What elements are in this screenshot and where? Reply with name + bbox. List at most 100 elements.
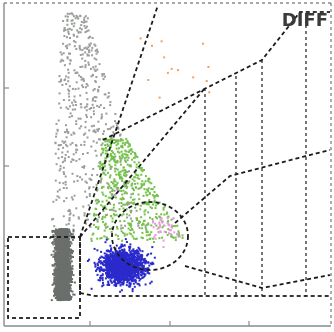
debris-point: [138, 227, 141, 229]
monocytes-point: [107, 183, 110, 186]
lymphocytes-point: [110, 271, 113, 274]
lymphocytes-point: [123, 279, 125, 282]
neutrophils-point: [69, 250, 72, 253]
monocytes-point: [102, 149, 105, 152]
debris-point: [75, 48, 78, 50]
neutrophils-point: [55, 295, 58, 298]
neutrophils-point: [62, 260, 65, 263]
monocytes-point: [167, 219, 170, 222]
monocytes-point: [128, 232, 131, 235]
debris-point: [86, 17, 89, 20]
debris-point: [67, 30, 70, 33]
lymphocytes-point: [138, 264, 141, 267]
monocytes-point: [127, 145, 130, 148]
lymphocytes-point: [136, 282, 139, 285]
monocytes-point: [131, 228, 134, 231]
debris-point: [90, 107, 93, 109]
debris-point: [71, 115, 73, 118]
lymphocytes-point: [104, 255, 107, 258]
lymphocytes-point: [137, 274, 140, 277]
lymphocytes-point: [137, 256, 140, 259]
debris-point: [62, 187, 65, 189]
debris-point: [52, 217, 55, 220]
monocytes-point: [128, 222, 131, 225]
debris-point: [55, 132, 58, 135]
neutrophils-point: [71, 233, 74, 236]
lymphocytes-point: [124, 272, 127, 275]
monocytes-point: [117, 150, 120, 153]
neutrophils-point: [64, 287, 67, 290]
debris-point: [84, 180, 87, 183]
debris-point: [71, 158, 74, 161]
lymphocytes-point: [118, 255, 121, 258]
neutrophils-point: [64, 242, 67, 245]
monocytes-point: [147, 178, 150, 181]
debris-point: [78, 44, 81, 47]
lymphocytes-point: [137, 267, 140, 270]
debris-point: [98, 85, 101, 88]
neutrophils-point: [58, 238, 61, 241]
debris-point: [79, 103, 82, 106]
monocytes-point: [119, 197, 122, 200]
debris-point: [53, 225, 56, 228]
monocytes-point: [113, 159, 116, 162]
neutrophils-point: [67, 231, 70, 234]
neutrophils-point: [60, 268, 63, 270]
debris-point: [110, 187, 113, 189]
debris-point: [112, 131, 115, 134]
lymphocytes-point: [129, 275, 132, 277]
debris-point: [73, 99, 76, 102]
neutrophils-point: [66, 277, 69, 280]
neutrophils-point: [64, 264, 67, 267]
lymphocytes-point: [129, 266, 132, 269]
lymphocytes-point: [126, 277, 129, 280]
neutrophils-point: [56, 285, 59, 288]
neutrophils-point: [63, 249, 66, 252]
monocytes-point: [153, 201, 156, 204]
debris-point: [123, 192, 126, 195]
monocytes-point: [128, 143, 131, 146]
neutrophils-point: [52, 241, 55, 244]
neutrophils-point: [53, 280, 56, 283]
neutrophils-point: [64, 233, 67, 236]
debris-point: [79, 66, 82, 68]
monocytes-point: [110, 137, 112, 140]
debris-point: [72, 25, 75, 28]
monocytes-point: [104, 222, 107, 225]
lymphocytes-point: [133, 268, 136, 271]
neutrophils-point: [69, 274, 72, 277]
lymphocytes-point: [106, 255, 109, 258]
debris-point: [78, 127, 81, 130]
debris-point: [65, 197, 68, 200]
lymphocytes-point: [133, 259, 136, 262]
debris-point: [84, 59, 87, 62]
lymphocytes-point: [126, 269, 129, 272]
monocytes-point: [129, 222, 132, 225]
monocytes-point: [153, 195, 156, 198]
neutrophils-point: [54, 297, 57, 299]
monocytes-point: [99, 237, 102, 240]
lymphocytes-point: [120, 263, 123, 266]
debris-point: [63, 173, 66, 175]
lymphocytes-point: [90, 287, 93, 290]
debris-point: [58, 181, 61, 184]
debris-point: [62, 99, 65, 101]
monocytes-point: [116, 235, 119, 238]
monocytes-point: [115, 144, 118, 147]
debris-point: [88, 186, 91, 189]
neutrophils-point: [69, 296, 72, 299]
debris-point: [100, 117, 103, 120]
debris-point: [135, 209, 138, 212]
debris-point: [75, 148, 78, 151]
lymphocytes-point: [101, 274, 104, 277]
debris-point: [87, 218, 89, 221]
monocytes-point: [163, 213, 166, 216]
debris-point: [66, 57, 69, 60]
debris-point: [58, 102, 61, 105]
lymphocytes-point: [113, 278, 116, 281]
lymphocytes-point: [115, 264, 117, 267]
lymphocytes-point: [143, 267, 146, 270]
debris-point: [74, 72, 77, 75]
monocytes-point: [124, 153, 127, 156]
debris-point: [82, 21, 85, 24]
